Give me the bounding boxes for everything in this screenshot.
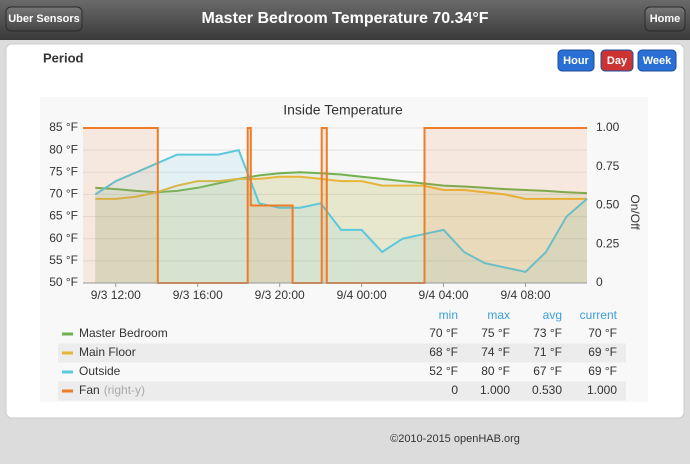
home-button[interactable] (644, 6, 686, 32)
x-tick-label: 9/3 16:00 (173, 288, 223, 302)
period-button[interactable] (637, 49, 677, 72)
y-tick-label: 85 °F (49, 120, 78, 134)
series-area (95, 150, 587, 283)
period-button[interactable] (600, 49, 634, 72)
stats-cell: 70 °F (429, 326, 458, 340)
legend-name: Outside (79, 364, 121, 378)
stats-header: current (580, 308, 618, 322)
legend-name: Fan (79, 383, 100, 397)
y-tick-label: 60 °F (49, 231, 78, 245)
header-title: Master Bedroom Temperature 70.34°F (201, 10, 488, 27)
stats-cell: 1.000 (480, 383, 510, 397)
stats-cell: 71 °F (533, 345, 562, 359)
x-tick-label: 9/4 08:00 (501, 288, 551, 302)
stats-cell: 67 °F (533, 364, 562, 378)
stats-header: max (487, 308, 510, 322)
back-button-label[interactable]: Uber Sensors (8, 13, 80, 25)
y2-tick-label: 0.75 (596, 159, 620, 173)
stats-row-bg (58, 343, 626, 363)
y-tick-label: 65 °F (49, 209, 78, 223)
y2-tick-label: 0.50 (596, 198, 620, 212)
stats-cell: 74 °F (481, 345, 510, 359)
legend-name: Master Bedroom (79, 326, 168, 340)
period-button[interactable] (557, 49, 595, 72)
legend-name: Main Floor (79, 345, 136, 359)
stats-header: avg (543, 308, 562, 322)
stats-cell: 73 °F (533, 326, 562, 340)
y2-axis-label: On/Off (628, 194, 642, 230)
x-tick-label: 9/3 12:00 (91, 288, 141, 302)
y-tick-label: 55 °F (49, 253, 78, 267)
series-area (83, 128, 587, 283)
chart-title: Inside Temperature (283, 102, 403, 118)
series-line (95, 171, 588, 195)
series-line (94, 148, 588, 273)
stats-row-bg (58, 381, 626, 401)
header-bar (0, 0, 690, 40)
y-tick-label: 70 °F (49, 187, 78, 201)
y-tick-label: 50 °F (49, 275, 78, 289)
period-button-label[interactable]: Hour (563, 55, 589, 67)
series-area (95, 172, 587, 283)
stats-cell: 80 °F (481, 364, 510, 378)
stats-cell: 0 (451, 383, 458, 397)
series-line (95, 175, 587, 200)
period-button-label[interactable]: Week (643, 55, 672, 67)
stats-cell: 69 °F (588, 345, 617, 359)
stats-cell: 69 °F (588, 364, 617, 378)
x-tick-label: 9/3 20:00 (255, 288, 305, 302)
stats-cell: 1.000 (587, 383, 617, 397)
stats-header: min (439, 308, 458, 322)
period-label: Period (43, 50, 84, 65)
stats-cell: 75 °F (481, 326, 510, 340)
y2-tick-label: 0.25 (596, 236, 620, 250)
y2-tick-label: 1.00 (596, 120, 620, 134)
home-button-label[interactable]: Home (650, 13, 681, 25)
period-button-label[interactable]: Day (607, 55, 628, 67)
stats-cell: 70 °F (588, 326, 617, 340)
y-tick-label: 80 °F (49, 142, 78, 156)
x-tick-label: 9/4 00:00 (337, 288, 387, 302)
stats-cell: 52 °F (429, 364, 458, 378)
x-tick-label: 9/4 04:00 (419, 288, 469, 302)
stats-cell: 68 °F (429, 345, 458, 359)
y2-tick-label: 0 (596, 275, 603, 289)
y-tick-label: 75 °F (49, 164, 78, 178)
back-button[interactable] (5, 6, 83, 32)
footer: ©2010-2015 openHAB.org (390, 433, 520, 445)
legend-note: (right-y) (104, 383, 145, 397)
stats-cell: 0.530 (532, 383, 562, 397)
